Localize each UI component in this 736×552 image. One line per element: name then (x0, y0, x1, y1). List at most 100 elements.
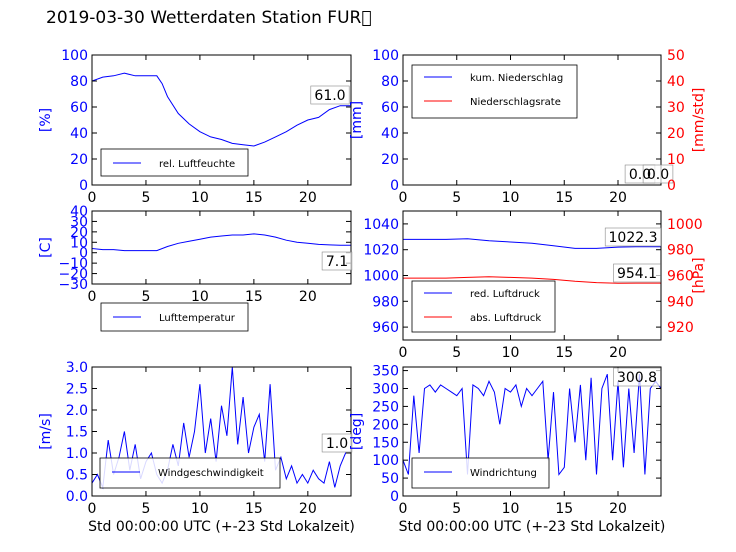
y-right-tick-label: 1000 (667, 217, 703, 233)
x-tick-label: 15 (555, 345, 573, 361)
x-tick-label: 20 (299, 289, 317, 305)
y-tick-label: 60 (381, 100, 399, 116)
y-right-tick-label: 10 (667, 152, 685, 168)
y-right-tick-label: 960 (667, 269, 694, 285)
subplot-3 (91, 210, 353, 332)
value-annotation-box (321, 433, 353, 453)
y-tick-label: 200 (372, 417, 399, 433)
y-tick-label: 50 (381, 471, 399, 487)
x-tick-label: 0 (88, 190, 97, 206)
subplot-2 (402, 54, 674, 186)
y-tick-label: 100 (61, 48, 88, 64)
y-right-axis-label: [mm/std] (691, 88, 707, 153)
y-right-tick-label: 920 (667, 320, 694, 336)
x-tick-label: 15 (245, 289, 263, 305)
x-tick-label: 5 (452, 501, 461, 517)
y-tick-label: 960 (372, 320, 399, 336)
value-annotation-box (321, 251, 353, 271)
legend-label: Windrichtung (470, 468, 537, 479)
y-tick-label: 20 (381, 152, 399, 168)
y-right-tick-label: 20 (667, 126, 685, 142)
y-tick-label: 40 (70, 126, 88, 142)
y-right-tick-label: 940 (667, 294, 694, 310)
y-tick-label: 30 (70, 214, 88, 230)
x-tick-label: 20 (609, 190, 627, 206)
x-tick-label: 10 (502, 190, 520, 206)
y-tick-label: 10 (70, 235, 88, 251)
y-right-tick-label: 980 (667, 243, 694, 259)
value-annotation-2: 0.0 (647, 167, 669, 183)
x-axis-label: Std 00:00:00 UTC (+-23 Std Lokalzeit) (399, 519, 666, 535)
y-tick-label: 20 (70, 225, 88, 241)
subplot-4 (402, 210, 662, 341)
x-tick-label: 10 (191, 190, 209, 206)
y-tick-label: −30 (58, 277, 88, 293)
y-tick-label: 0 (79, 246, 88, 262)
y-right-tick-label: 0 (667, 178, 676, 194)
legend-label: Niederschlagsrate (470, 97, 561, 108)
y-tick-label: −10 (58, 256, 88, 272)
x-tick-label: 5 (141, 190, 150, 206)
y-tick-label: 1.5 (66, 425, 88, 441)
x-tick-label: 20 (299, 190, 317, 206)
value-annotation-box (613, 367, 661, 387)
x-tick-label: 10 (191, 501, 209, 517)
value-annotation-2-box (642, 164, 674, 184)
value-annotation: 300.8 (617, 370, 657, 386)
y-tick-label: 100 (372, 48, 399, 64)
axes-frame (402, 54, 662, 186)
y-tick-label: 60 (70, 100, 88, 116)
legend-label: Windgeschwindigkeit (158, 468, 264, 479)
y-tick-label: 20 (70, 152, 88, 168)
x-tick-label: 0 (88, 289, 97, 305)
subplot-1 (91, 54, 352, 186)
x-tick-label: 20 (299, 501, 317, 517)
y-tick-label: 3.0 (66, 360, 88, 376)
x-tick-label: 10 (502, 345, 520, 361)
subplot-6 (402, 366, 662, 497)
y-right-tick-label: 50 (667, 48, 685, 64)
series-line-1 (92, 233, 351, 252)
y-tick-label: 40 (381, 126, 399, 142)
value-annotation-2: 954.1 (617, 266, 657, 282)
value-annotation: 0.0 (629, 167, 651, 183)
legend-box (99, 457, 281, 489)
x-tick-label: 15 (555, 190, 573, 206)
value-annotation-2-box (613, 263, 661, 283)
y-tick-label: 40 (70, 204, 88, 220)
x-tick-label: 15 (555, 501, 573, 517)
x-tick-label: 5 (452, 345, 461, 361)
y-tick-label: 150 (372, 435, 399, 451)
y-tick-label: 80 (70, 74, 88, 90)
legend-box (411, 457, 550, 489)
legend-box (411, 280, 556, 333)
y-tick-label: 0 (79, 178, 88, 194)
value-annotation: 1.0 (326, 436, 348, 452)
y-right-tick-label: 40 (667, 74, 685, 90)
legend-label: red. Luftdruck (470, 289, 540, 300)
x-tick-label: 15 (245, 190, 263, 206)
legend-label: Lufttemperatur (159, 313, 236, 324)
x-tick-label: 10 (191, 289, 209, 305)
axes-frame (91, 210, 352, 285)
y-tick-label: 1000 (363, 269, 399, 285)
page-title: 2019-03-30 Wetterdaten Station FUR  (46, 8, 372, 28)
x-tick-label: 10 (502, 501, 520, 517)
axes-frame (91, 54, 352, 186)
y-tick-label: 0.5 (66, 468, 88, 484)
y-tick-label: 980 (372, 294, 399, 310)
y-tick-label: 1040 (363, 217, 399, 233)
x-axis-label: Std 00:00:00 UTC (+-23 Std Lokalzeit) (88, 519, 355, 535)
y-right-axis-label: [hPa] (691, 257, 707, 293)
x-tick-label: 15 (245, 501, 263, 517)
y-tick-label: 100 (372, 453, 399, 469)
axes-frame (402, 366, 662, 497)
y-tick-label: −20 (58, 267, 88, 283)
legend-label: rel. Luftfeuchte (159, 159, 235, 170)
subplot-5 (91, 366, 353, 497)
y-tick-label: 350 (372, 364, 399, 380)
x-tick-label: 0 (399, 190, 408, 206)
y-right-tick-label: 30 (667, 100, 685, 116)
x-tick-label: 0 (88, 501, 97, 517)
